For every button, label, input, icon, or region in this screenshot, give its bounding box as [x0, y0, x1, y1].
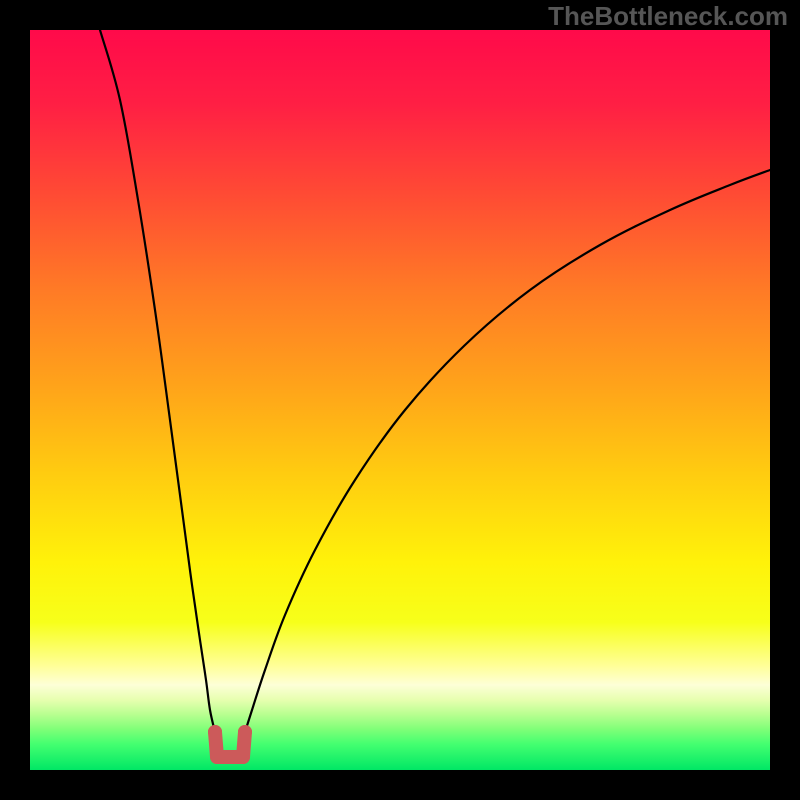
valley-marker: [208, 725, 252, 757]
plot-area: [30, 30, 770, 770]
curve-right-branch: [245, 170, 770, 732]
watermark-text: TheBottleneck.com: [548, 1, 788, 32]
valley-left-dot: [208, 725, 222, 739]
chart-frame: TheBottleneck.com: [0, 0, 800, 800]
curve-left-branch: [100, 30, 215, 732]
curve-layer: [30, 30, 770, 770]
valley-right-dot: [238, 725, 252, 739]
